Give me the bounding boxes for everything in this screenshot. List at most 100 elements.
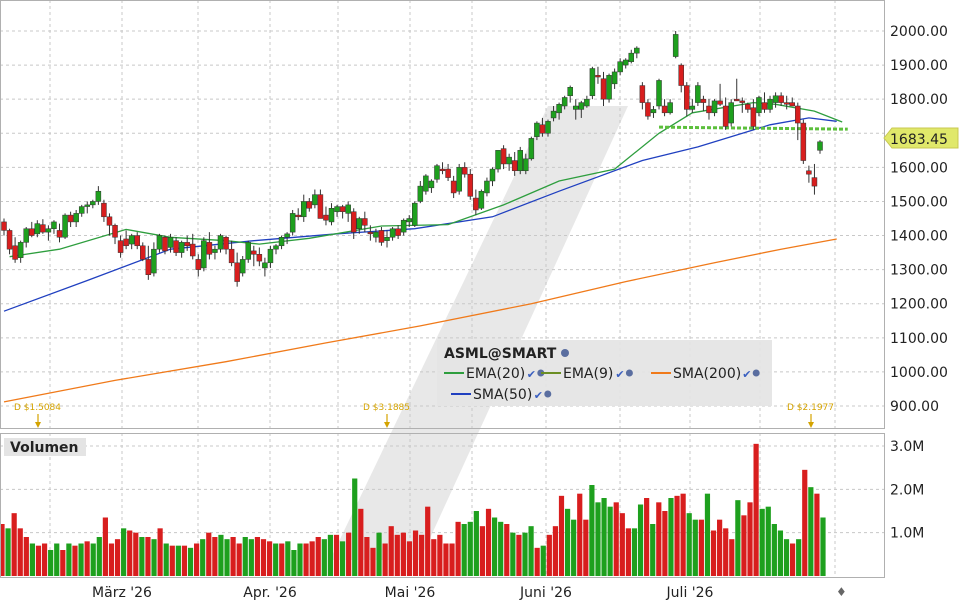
candle-body [611,71,618,85]
volume-bar [54,543,60,576]
volume-bar [412,530,419,576]
volume-bar [151,539,157,576]
dividend-arrow-head [35,422,41,428]
volume-bar [808,487,814,576]
volume-bar [467,521,473,576]
candle-body [84,204,91,207]
ema9-line [659,125,848,131]
candle-body [17,242,24,258]
candle-body [545,121,551,134]
scroll-right-icon[interactable]: ♦ [836,585,847,599]
settings-icon[interactable] [752,369,760,377]
volume-tick-label: 2.0M [890,482,924,498]
check-icon[interactable]: ✔ [615,368,624,381]
volume-bar [619,513,625,576]
candle-body [23,228,29,243]
volume-bar [41,543,48,576]
candle-body [606,75,612,100]
volume-bar [449,543,455,576]
candle-body [817,141,823,151]
candle-body [356,218,363,229]
candle-body [450,180,457,194]
candle-body [317,194,324,219]
candle-body [184,242,190,247]
volume-bar [200,539,206,576]
legend-item-label: SMA(200) [673,366,741,382]
volume-bar [273,543,279,576]
volume-bar [339,541,346,576]
volume-bar [206,532,212,576]
volume-bar [96,537,102,576]
candle-body [29,228,35,236]
settings-icon[interactable] [625,369,633,377]
volume-bar [169,545,175,576]
time-tick-label: Juli '26 [666,585,714,600]
volume-bar [370,547,376,576]
volume-bar [753,443,759,576]
candle-body [439,168,446,172]
volume-bar [656,502,662,576]
candle-body [711,100,718,114]
volume-bar [759,508,765,576]
candle-body [323,214,329,221]
candle-body [783,102,790,105]
check-icon[interactable]: ✔ [527,368,536,381]
volume-bar [698,519,704,576]
volume-bar [224,539,230,576]
volume-bar [139,537,145,576]
volume-bar [577,493,583,576]
settings-icon[interactable] [544,390,552,398]
dividend-label: D $2.1977 [787,403,834,413]
volume-bar [285,541,291,576]
candle-body [295,214,301,218]
candle-body [234,262,240,282]
volume-bar [431,539,437,576]
volume-panel-border [0,433,885,578]
candle-body [256,254,263,262]
candle-body [262,262,268,269]
candle-body [528,138,535,160]
price-tick-label: 900.00 [890,399,939,415]
candle-body [417,185,424,202]
check-icon[interactable]: ✔ [742,368,751,381]
volume-bar [102,517,108,576]
volume-bar [710,530,717,576]
settings-icon[interactable] [537,369,545,377]
dividend-label: D $1.5084 [14,403,61,413]
candle-body [639,85,646,103]
candle-body [1,221,7,231]
candle-body [795,105,801,124]
candle-body [567,87,573,97]
price-tick-label: 1100.00 [890,331,948,347]
candle-body [556,104,562,114]
dividend-arrow-head [384,422,390,428]
candle-body [573,105,579,110]
volume-axis: 3.0M 2.0M 1.0M [890,439,924,542]
volume-bar [692,519,698,576]
volume-bar [321,539,327,576]
check-icon[interactable]: ✔ [534,389,543,402]
settings-icon[interactable] [561,349,569,357]
volume-bar [564,508,571,576]
candle-body [584,98,590,107]
volume-bar [528,526,534,576]
volume-bar [394,534,400,576]
candle-body [350,211,357,233]
legend-box [437,340,772,406]
candle-body [223,237,229,250]
candle-body [378,230,385,243]
candle-body [722,105,729,127]
volume-bar [540,545,546,576]
candle-body [117,240,124,253]
volume-bar [479,526,486,576]
price-tick-label: 1200.00 [890,297,948,313]
volume-bar [35,545,42,576]
candle-body [56,230,63,238]
volume-bar [662,511,668,576]
candle-body [689,105,696,110]
candle-body [756,97,762,114]
volume-bar [327,534,333,576]
time-axis: März '26 Apr. '26 Mai '26 Juni '26 Juli '26 [92,585,713,600]
candle-body [495,150,501,170]
volume-bar [266,541,273,576]
